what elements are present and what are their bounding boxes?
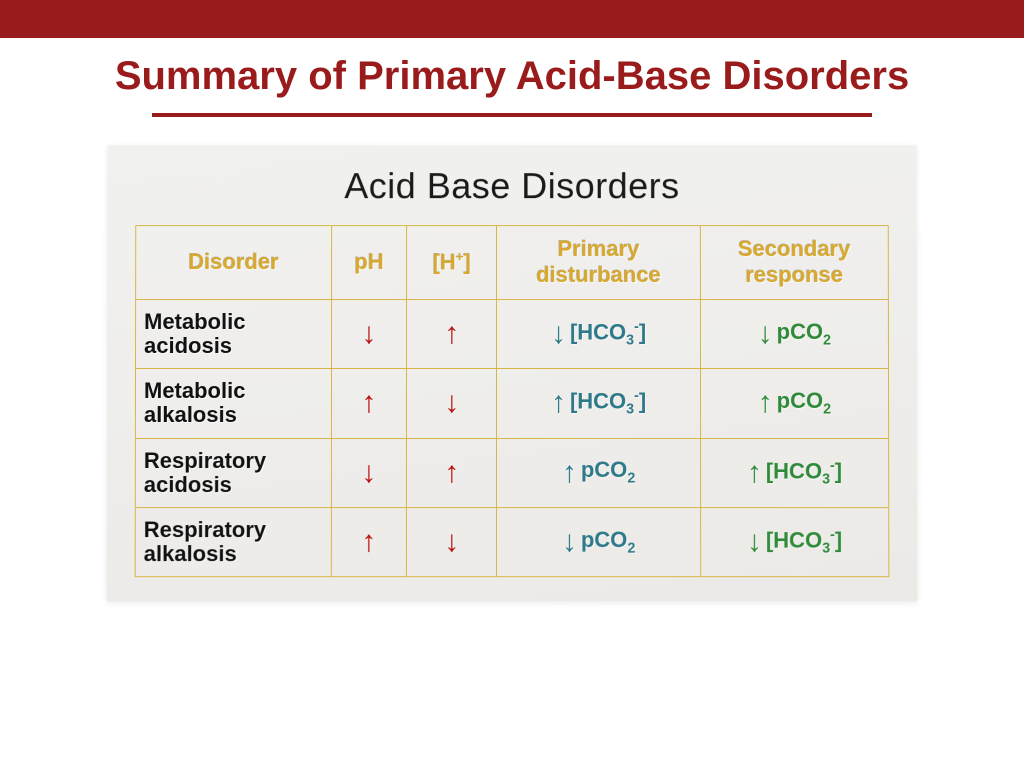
top-accent-bar <box>0 0 1024 38</box>
arrow-up-icon: ↑ <box>361 388 376 418</box>
header-primary: Primary disturbance <box>497 226 700 300</box>
arrow-down-icon: ↓ <box>361 319 376 349</box>
primary-cell: ↓pCO2 <box>497 507 700 576</box>
species-label: pCO2 <box>777 321 831 348</box>
primary-cell: ↑[HCO3-] <box>497 369 700 438</box>
arrow-up-icon: ↑ <box>562 458 577 488</box>
h-cell: ↓ <box>407 369 497 438</box>
header-ph: pH <box>331 226 406 300</box>
content-panel: Acid Base Disorders Disorder pH [H+] Pri… <box>107 145 918 601</box>
table-header-row: Disorder pH [H+] Primary disturbance Sec… <box>136 226 889 300</box>
species-label: [HCO3-] <box>766 459 842 487</box>
species-label: pCO2 <box>581 459 635 486</box>
table-row: Metabolicacidosis↓↑↓[HCO3-]↓pCO2 <box>136 299 889 368</box>
arrow-up-icon: ↑ <box>758 388 773 418</box>
header-h: [H+] <box>407 226 497 300</box>
secondary-cell: ↑pCO2 <box>700 369 888 438</box>
arrow-up-icon: ↑ <box>444 458 459 488</box>
secondary-cell: ↓[HCO3-] <box>700 507 889 576</box>
header-secondary: Secondary response <box>700 226 888 300</box>
ph-cell: ↓ <box>331 438 406 507</box>
ph-cell: ↓ <box>331 299 406 368</box>
h-cell: ↑ <box>407 438 497 507</box>
arrow-up-icon: ↑ <box>551 388 566 418</box>
header-disorder: Disorder <box>136 226 332 300</box>
arrow-up-icon: ↑ <box>444 319 459 349</box>
species-label: [HCO3-] <box>570 320 646 348</box>
arrow-down-icon: ↓ <box>444 527 459 557</box>
ph-cell: ↑ <box>331 507 406 576</box>
table-row: Respiratoryacidosis↓↑↑pCO2↑[HCO3-] <box>135 438 888 507</box>
secondary-cell: ↓pCO2 <box>700 299 888 368</box>
arrow-down-icon: ↓ <box>747 527 762 557</box>
subtitle: Acid Base Disorders <box>135 165 888 207</box>
arrow-up-icon: ↑ <box>361 527 376 557</box>
species-label: [HCO3-] <box>766 528 842 556</box>
primary-cell: ↓[HCO3-] <box>497 299 700 368</box>
species-label: [HCO3-] <box>570 389 646 417</box>
row-label: Metabolicalkalosis <box>135 369 331 438</box>
row-label: Metabolicacidosis <box>136 299 332 368</box>
title-underline <box>152 113 872 117</box>
table-row: Respiratoryalkalosis↑↓↓pCO2↓[HCO3-] <box>135 507 889 576</box>
species-label: pCO2 <box>777 390 831 417</box>
secondary-cell: ↑[HCO3-] <box>700 438 888 507</box>
arrow-down-icon: ↓ <box>361 458 376 488</box>
h-cell: ↑ <box>407 299 497 368</box>
species-label: pCO2 <box>581 529 635 556</box>
slide-title: Summary of Primary Acid-Base Disorders <box>0 54 1024 99</box>
arrow-down-icon: ↓ <box>444 388 459 418</box>
arrow-down-icon: ↓ <box>551 319 566 349</box>
ph-cell: ↑ <box>331 369 406 438</box>
row-label: Respiratoryacidosis <box>135 438 331 507</box>
disorders-table: Disorder pH [H+] Primary disturbance Sec… <box>135 225 890 577</box>
arrow-down-icon: ↓ <box>758 319 773 349</box>
primary-cell: ↑pCO2 <box>497 438 700 507</box>
arrow-down-icon: ↓ <box>562 527 577 557</box>
arrow-up-icon: ↑ <box>747 458 762 488</box>
row-label: Respiratoryalkalosis <box>135 507 331 576</box>
table-row: Metabolicalkalosis↑↓↑[HCO3-]↑pCO2 <box>135 369 888 438</box>
h-cell: ↓ <box>406 507 496 576</box>
